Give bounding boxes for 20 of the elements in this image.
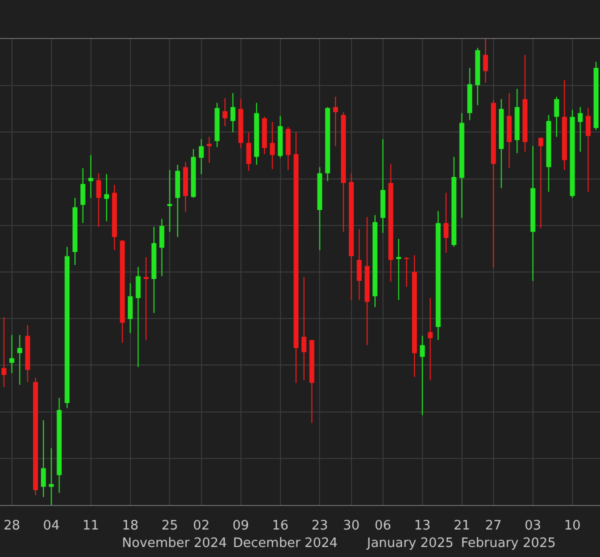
x-tick-label: 16 [272,518,289,534]
x-tick-label: 21 [454,518,470,534]
x-tick-label: 23 [311,518,328,534]
x-tick-label: 09 [232,518,250,534]
x-tick-label: 04 [43,518,60,534]
text: January 2025 [366,536,454,551]
x-tick-label: 10 [564,518,581,534]
x-tick-label: 28 [4,518,20,534]
x-tick-label: 27 [485,518,502,534]
x-tick-label: 03 [524,518,542,534]
x-tick-label: 30 [343,518,360,534]
text: November 2024 [122,536,227,551]
x-tick-label: 13 [414,518,431,534]
x-tick-label: 02 [193,518,210,534]
text: December 2024 [233,536,338,551]
x-tick-label: 18 [122,518,139,534]
text: February 2025 [461,536,556,551]
x-tick-label: 25 [161,518,178,534]
x-tick-label: 06 [374,518,392,534]
x-tick-label: 11 [82,518,100,534]
